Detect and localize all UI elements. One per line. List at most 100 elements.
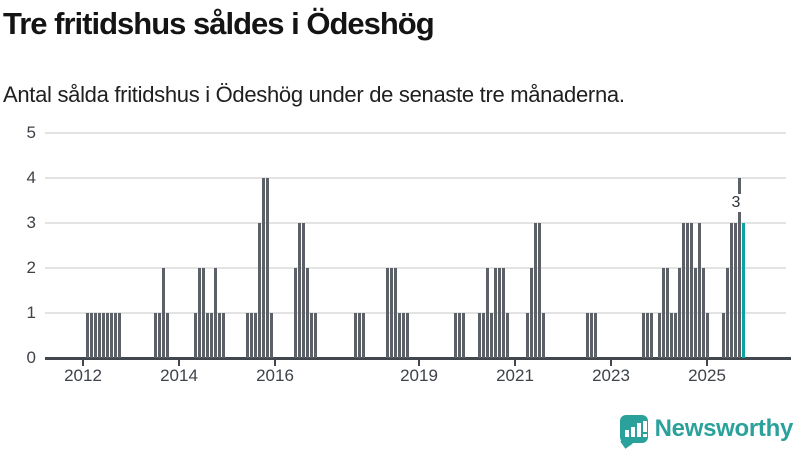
bar <box>461 313 465 358</box>
bar <box>657 313 661 358</box>
bar <box>89 313 93 358</box>
x-axis-line <box>45 357 791 360</box>
bar <box>457 313 461 358</box>
bar <box>729 223 733 358</box>
bar <box>721 313 725 358</box>
x-tick-mark <box>706 359 708 366</box>
bar <box>641 313 645 358</box>
bar <box>505 313 509 358</box>
bar <box>117 313 121 358</box>
bar <box>93 313 97 358</box>
x-tick-label: 2023 <box>592 366 630 385</box>
bar <box>161 268 165 358</box>
bar <box>361 313 365 358</box>
bar <box>477 313 481 358</box>
bar <box>257 223 261 358</box>
bar <box>541 313 545 358</box>
bar <box>497 268 501 358</box>
bar <box>393 268 397 358</box>
bar <box>217 313 221 358</box>
bar <box>245 313 249 358</box>
page-title: Tre fritidshus såldes i Ödeshög <box>3 6 435 41</box>
bar <box>297 223 301 358</box>
bar <box>401 313 405 358</box>
bar <box>261 178 265 358</box>
bar <box>585 313 589 358</box>
bar <box>705 313 709 358</box>
bar <box>645 313 649 358</box>
bar <box>493 268 497 358</box>
bar <box>305 268 309 358</box>
bar <box>197 268 201 358</box>
bar <box>97 313 101 358</box>
bar <box>725 268 729 358</box>
bar <box>525 313 529 358</box>
bar <box>209 313 213 358</box>
x-tick-label: 2016 <box>256 366 294 385</box>
mini-bar-chart-glyph <box>624 421 647 437</box>
bar <box>153 313 157 358</box>
bar <box>385 268 389 358</box>
bar <box>105 313 109 358</box>
x-tick-mark <box>610 359 612 366</box>
bar <box>397 313 401 358</box>
y-tick-label: 3 <box>26 213 36 232</box>
bar <box>405 313 409 358</box>
bar <box>453 313 457 358</box>
bar <box>593 313 597 358</box>
bar <box>697 223 701 358</box>
bar <box>701 268 705 358</box>
bar <box>685 223 689 358</box>
bar <box>529 268 533 358</box>
y-tick-label: 4 <box>26 168 36 187</box>
bar <box>661 268 665 358</box>
bar <box>309 313 313 358</box>
grid-line <box>45 312 786 314</box>
bar <box>165 313 169 358</box>
newsworthy-speech-bubble-chart-icon <box>619 415 648 449</box>
bar <box>537 223 541 358</box>
bar <box>213 268 217 358</box>
bar <box>737 178 741 358</box>
bar <box>113 313 117 358</box>
bar <box>205 313 209 358</box>
bar <box>533 223 537 358</box>
bar <box>489 313 493 358</box>
bar <box>501 268 505 358</box>
y-tick-label: 0 <box>26 348 36 367</box>
y-tick-label: 5 <box>26 123 36 142</box>
bar <box>589 313 593 358</box>
bar <box>301 223 305 358</box>
bar <box>201 268 205 358</box>
bar <box>665 268 669 358</box>
bar <box>157 313 161 358</box>
bar <box>193 313 197 358</box>
highlighted-bar <box>741 223 745 358</box>
bar <box>733 223 737 358</box>
bar <box>249 313 253 358</box>
grid-line <box>45 132 786 134</box>
bar <box>389 268 393 358</box>
bar <box>689 223 693 358</box>
bar <box>669 313 673 358</box>
bar <box>265 178 269 358</box>
bar <box>677 268 681 358</box>
exclamation-glyph <box>642 421 647 437</box>
y-tick-label: 1 <box>26 303 36 322</box>
bar <box>673 313 677 358</box>
grid-line <box>45 267 786 269</box>
x-tick-label: 2025 <box>688 366 726 385</box>
bar <box>293 268 297 358</box>
x-tick-mark <box>178 359 180 366</box>
x-tick-label: 2012 <box>64 366 102 385</box>
grid-line <box>45 222 786 224</box>
bar <box>693 268 697 358</box>
page-subtitle: Antal sålda fritidshus i Ödeshög under d… <box>3 82 625 107</box>
bar <box>485 268 489 358</box>
x-tick-mark <box>274 359 276 366</box>
bar <box>357 313 361 358</box>
bar <box>681 223 685 358</box>
bar <box>253 313 257 358</box>
